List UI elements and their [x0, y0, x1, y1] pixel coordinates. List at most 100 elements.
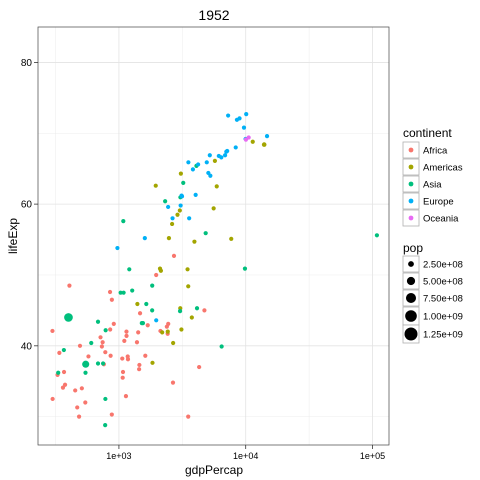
data-point-africa	[99, 344, 104, 349]
data-point-americas	[185, 267, 190, 272]
data-point-americas	[211, 206, 216, 211]
legend-label-asia: Asia	[423, 180, 442, 191]
data-point-africa	[134, 340, 140, 345]
data-point-europe	[207, 153, 212, 158]
data-point-europe	[154, 318, 159, 323]
legend-key-asia	[408, 181, 414, 187]
data-point-africa	[61, 369, 67, 375]
data-point-asia	[95, 361, 101, 366]
data-point-africa	[122, 338, 127, 343]
data-point-americas	[165, 329, 170, 334]
data-point-asia	[61, 347, 66, 353]
plot-border	[37, 26, 390, 446]
data-point-africa	[109, 297, 114, 302]
data-point-europe	[186, 160, 191, 165]
size-legend-dot	[406, 276, 416, 286]
size-legend-label: 2.50e+08	[423, 260, 463, 271]
data-point-africa	[170, 380, 176, 385]
data-point-americas	[153, 183, 158, 188]
color-legend: continent Africa Americas Asia Europe Oceani…	[402, 126, 463, 227]
data-point-africa	[86, 354, 91, 359]
data-point-africa	[50, 396, 55, 402]
x-tick-label: 1e+05	[360, 451, 385, 461]
data-point-americas	[261, 142, 267, 147]
data-point-africa	[108, 353, 113, 358]
size-legend-label: 7.50e+08	[423, 294, 463, 305]
data-point-europe	[234, 117, 240, 122]
data-point-africa	[103, 350, 108, 355]
legend-key-europe	[408, 198, 414, 204]
data-point-europe	[264, 134, 270, 139]
data-point-asia	[103, 328, 108, 333]
data-point-africa	[107, 289, 113, 295]
data-point-asia	[95, 319, 101, 324]
data-point-americas	[189, 315, 194, 320]
data-point-americas	[250, 139, 255, 144]
data-point-europe	[187, 216, 192, 221]
data-point-africa	[143, 353, 148, 358]
data-point-americas	[175, 212, 180, 217]
data-point-asia	[181, 180, 186, 185]
data-point-asia	[203, 231, 208, 236]
data-point-europe	[241, 125, 247, 130]
data-point-africa	[164, 324, 169, 329]
data-point-asia	[103, 423, 108, 428]
data-point-africa	[83, 400, 88, 405]
data-points	[50, 112, 380, 428]
data-point-americas	[150, 360, 155, 365]
data-point-europe	[244, 112, 249, 117]
legend-label-europe: Europe	[423, 197, 454, 208]
data-point-asia	[100, 361, 106, 366]
axes: 1e+03 1e+04 1e+05 40 60 80	[21, 58, 385, 461]
data-point-europe	[190, 167, 196, 172]
data-point-africa	[171, 253, 177, 258]
data-point-asia	[89, 340, 94, 346]
data-point-africa	[79, 386, 84, 391]
data-point-africa	[124, 333, 129, 338]
data-point-europe	[179, 194, 185, 199]
data-point-asia	[64, 313, 73, 322]
data-point-asia	[103, 396, 108, 402]
data-point-africa	[120, 369, 126, 375]
data-point-americas	[186, 284, 191, 289]
data-point-americas	[160, 330, 165, 335]
data-point-africa	[197, 364, 202, 370]
y-axis-label: lifeExp	[6, 218, 20, 254]
data-point-asia	[374, 233, 380, 238]
data-point-europe	[115, 245, 120, 251]
data-point-europe	[219, 155, 224, 160]
data-point-americas	[212, 158, 218, 163]
data-point-africa	[123, 394, 129, 399]
data-point-americas	[158, 268, 164, 273]
data-point-africa	[60, 385, 66, 390]
data-point-americas	[229, 236, 234, 241]
data-point-africa	[136, 330, 141, 335]
data-point-asia	[83, 370, 88, 375]
data-point-americas	[166, 236, 172, 241]
data-point-africa	[137, 311, 143, 316]
y-tick-label: 60	[21, 200, 33, 211]
x-axis-label: gdpPercap	[185, 463, 243, 477]
data-point-africa	[108, 327, 113, 332]
data-point-asia	[121, 219, 126, 224]
legend-key-americas	[408, 164, 414, 170]
data-point-europe	[170, 216, 175, 221]
data-point-africa	[50, 328, 55, 334]
data-point-africa	[76, 414, 82, 419]
data-point-europe	[233, 145, 238, 150]
data-point-asia	[139, 321, 144, 326]
data-point-europe	[196, 162, 201, 167]
data-point-asia	[219, 344, 224, 349]
data-point-asia	[150, 283, 155, 288]
color-legend-title: continent	[403, 126, 452, 140]
data-point-asia	[82, 360, 90, 368]
y-tick-label: 40	[21, 341, 33, 352]
data-point-europe	[193, 192, 198, 198]
grid-lines	[38, 27, 389, 445]
data-point-americas	[214, 184, 219, 189]
data-point-americas	[171, 340, 176, 346]
legend-key-oceania	[408, 215, 414, 221]
size-legend-dot	[408, 261, 414, 267]
